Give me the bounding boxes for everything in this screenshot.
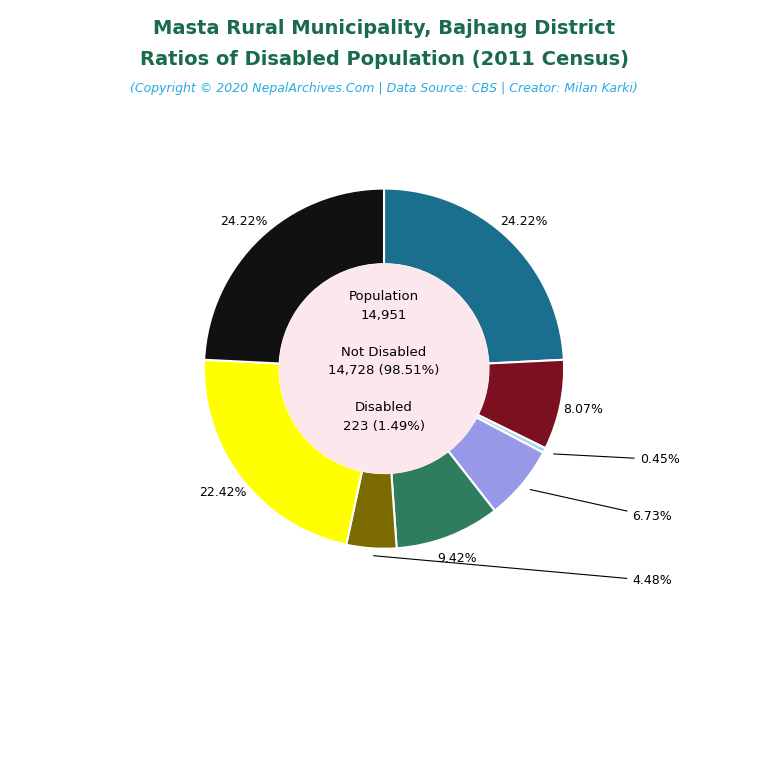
Wedge shape [346,471,397,548]
Wedge shape [204,189,384,363]
Text: (Copyright © 2020 NepalArchives.Com | Data Source: CBS | Creator: Milan Karki): (Copyright © 2020 NepalArchives.Com | Da… [130,82,638,95]
Wedge shape [449,418,543,511]
Text: 22.42%: 22.42% [199,486,247,499]
Text: 0.45%: 0.45% [554,453,680,466]
Text: 24.22%: 24.22% [501,215,548,228]
Wedge shape [392,451,495,548]
Circle shape [280,264,488,473]
Wedge shape [478,359,564,449]
Text: Masta Rural Municipality, Bajhang District: Masta Rural Municipality, Bajhang Distri… [153,19,615,38]
Text: 8.07%: 8.07% [563,403,603,416]
Text: 24.22%: 24.22% [220,215,267,228]
Wedge shape [476,415,545,453]
Wedge shape [204,359,362,545]
Text: 4.48%: 4.48% [373,556,672,588]
Text: Population
14,951

Not Disabled
14,728 (98.51%)

Disabled
223 (1.49%): Population 14,951 Not Disabled 14,728 (9… [328,290,440,432]
Text: 6.73%: 6.73% [530,489,672,523]
Text: 9.42%: 9.42% [437,552,477,565]
Text: Ratios of Disabled Population (2011 Census): Ratios of Disabled Population (2011 Cens… [140,50,628,69]
Wedge shape [384,189,564,363]
